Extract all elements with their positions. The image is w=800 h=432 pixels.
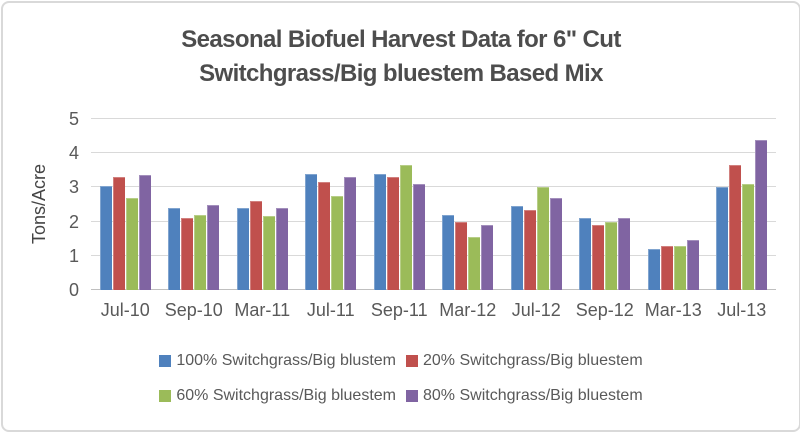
bar: [344, 177, 357, 290]
bar-group-mar-13: [639, 119, 708, 290]
legend-item: 80% Switchgrass/Big bluestem: [406, 387, 643, 405]
bar: [138, 175, 151, 290]
chart-title: Seasonal Biofuel Harvest Data for 6" Cut…: [3, 23, 799, 91]
bar: [716, 187, 729, 290]
y-tick-label: 0: [68, 280, 79, 300]
y-tick-label: 4: [68, 143, 79, 164]
x-category-label: Mar-11: [234, 300, 291, 320]
y-tick-label: 1: [68, 245, 79, 266]
bar: [742, 183, 755, 290]
bar: [729, 165, 742, 290]
bar: [549, 197, 562, 290]
bar-group-sep-11: [365, 119, 434, 290]
bar-group-sep-12: [571, 119, 640, 290]
bar: [249, 201, 262, 290]
legend-item: 20% Switchgrass/Big bluestem: [406, 352, 643, 370]
bar: [99, 185, 112, 290]
legend-swatch-icon: [406, 355, 418, 367]
bar: [125, 197, 138, 290]
bar: [168, 207, 181, 290]
bar: [455, 221, 468, 290]
bar: [673, 245, 686, 290]
bar: [331, 195, 344, 290]
plot-area: 0 1 2 3 4 5: [69, 109, 777, 300]
bar-group-jul-12: [502, 119, 571, 290]
gridline: [91, 118, 776, 119]
legend-swatch-icon: [159, 390, 172, 402]
x-category-label: Sep-11: [370, 300, 428, 320]
x-category-label: Jul-13: [717, 300, 767, 320]
bar: [194, 214, 207, 290]
bar: [181, 218, 194, 290]
bar: [618, 218, 631, 290]
legend-swatch-icon: [406, 390, 418, 402]
bar: [442, 214, 455, 290]
legend-label: 60% Switchgrass/Big bluestem: [176, 387, 396, 404]
bar: [373, 173, 386, 290]
bar: [305, 173, 318, 290]
x-category-label: Sep-12: [575, 300, 634, 320]
bar: [605, 221, 618, 290]
bar: [686, 240, 699, 290]
bar: [647, 248, 660, 290]
bar: [112, 177, 125, 290]
bar-group-mar-12: [434, 119, 503, 290]
legend-label: 80% Switchgrass/Big bluestem: [423, 387, 643, 404]
y-tick-label: 5: [68, 109, 79, 129]
y-axis-title: Tons/Acre: [29, 163, 49, 244]
legend-item: 60% Switchgrass/Big bluestem: [159, 387, 396, 405]
chart-title-line-2: Switchgrass/Big bluestem Based Mix: [199, 60, 603, 87]
gridline: [91, 186, 776, 188]
x-category-label: Mar-13: [644, 300, 702, 320]
legend-row: 100% Switchgrass/Big blustem 20% Switchgr…: [159, 352, 643, 370]
x-category-label: Jul-12: [511, 300, 561, 320]
bar-group-sep-10: [160, 119, 229, 290]
bar: [236, 207, 249, 290]
bar-group-jul-13: [708, 119, 777, 290]
bar: [660, 245, 673, 290]
legend-swatch-icon: [159, 355, 172, 367]
legend: 100% Switchgrass/Big blustem 20% Switchgr…: [3, 352, 799, 405]
legend-row: 60% Switchgrass/Big bluestem 80% Switchgr…: [159, 387, 643, 405]
bar: [262, 216, 275, 290]
bar-group-mar-11: [228, 119, 297, 290]
bar: [481, 225, 494, 290]
gridline: [91, 254, 776, 256]
x-axis-line: [91, 289, 776, 290]
bar: [523, 209, 536, 290]
bar: [510, 206, 523, 290]
x-category-label: Mar-12: [439, 300, 497, 320]
bar: [318, 182, 331, 290]
bar: [207, 204, 220, 290]
y-tick-label: 2: [68, 211, 79, 232]
gridline: [91, 152, 776, 154]
bar: [386, 177, 399, 290]
bar: [755, 139, 768, 290]
bar: [468, 237, 481, 290]
bar: [412, 183, 425, 290]
y-tick-label: 3: [68, 177, 79, 198]
legend-label: 100% Switchgrass/Big blustem: [176, 352, 396, 369]
legend-label: 20% Switchgrass/Big bluestem: [423, 352, 643, 369]
gridline: [91, 220, 776, 222]
bar-group-jul-11: [297, 119, 366, 290]
bar-group-jul-10: [91, 119, 160, 290]
bar: [399, 165, 412, 290]
x-category-label: Sep-10: [164, 300, 223, 320]
x-category-label: Jul-10: [100, 300, 150, 320]
legend-item: 100% Switchgrass/Big blustem: [159, 352, 396, 370]
x-category-label: Jul-11: [306, 300, 355, 320]
x-axis-labels: Jul-10 Sep-10 Mar-11 Jul-11 Sep-11 Mar-12 Jul-…: [91, 300, 776, 321]
bar: [275, 207, 288, 290]
bar: [592, 225, 605, 290]
bar: [536, 187, 549, 290]
chart-title-line-1: Seasonal Biofuel Harvest Data for 6" Cut: [181, 26, 621, 53]
bar: [579, 218, 592, 290]
